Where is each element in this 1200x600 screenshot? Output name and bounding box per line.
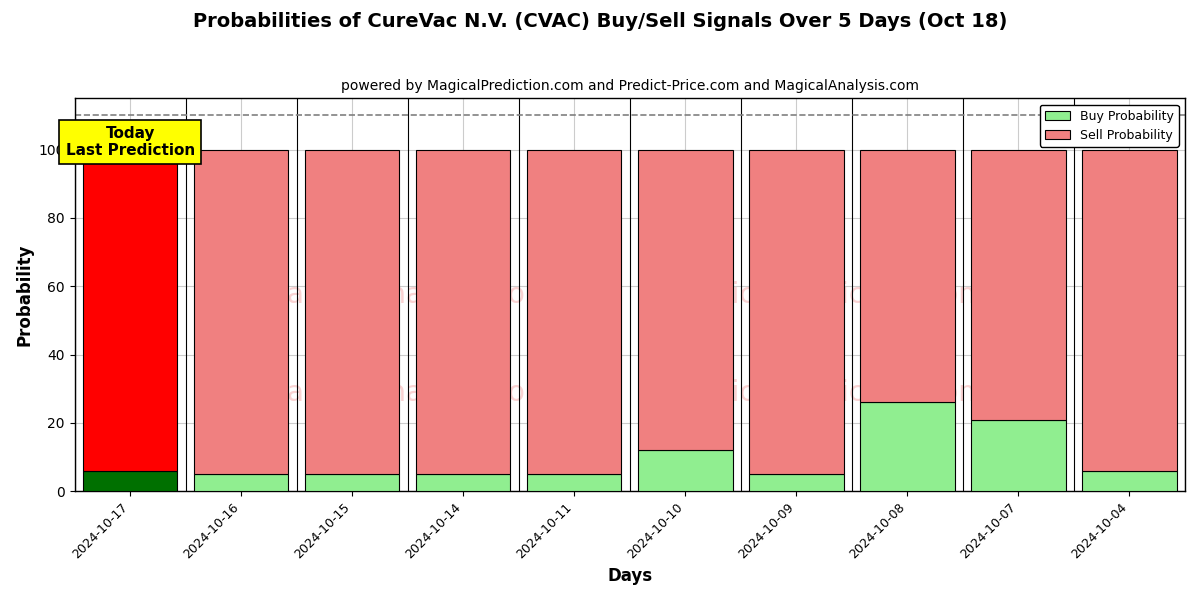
Bar	[1082, 149, 1177, 471]
Bar	[83, 149, 178, 471]
Bar	[416, 149, 510, 474]
Bar	[527, 474, 622, 491]
Bar	[194, 474, 288, 491]
Bar	[194, 149, 288, 474]
Bar	[638, 450, 732, 491]
Text: MagicalPrediction.com: MagicalPrediction.com	[673, 379, 986, 407]
Text: MagicalAnalysis.com: MagicalAnalysis.com	[263, 281, 552, 309]
Bar	[527, 149, 622, 474]
Text: MagicalPrediction.com: MagicalPrediction.com	[673, 281, 986, 309]
Bar	[638, 149, 732, 450]
Bar	[305, 474, 400, 491]
Text: MagicalAnalysis.com: MagicalAnalysis.com	[263, 379, 552, 407]
X-axis label: Days: Days	[607, 567, 653, 585]
Text: Probabilities of CureVac N.V. (CVAC) Buy/Sell Signals Over 5 Days (Oct 18): Probabilities of CureVac N.V. (CVAC) Buy…	[193, 12, 1007, 31]
Bar	[749, 474, 844, 491]
Bar	[416, 474, 510, 491]
Bar	[971, 419, 1066, 491]
Title: powered by MagicalPrediction.com and Predict-Price.com and MagicalAnalysis.com: powered by MagicalPrediction.com and Pre…	[341, 79, 919, 93]
Bar	[860, 403, 955, 491]
Text: Today
Last Prediction: Today Last Prediction	[66, 125, 194, 158]
Legend: Buy Probability, Sell Probability: Buy Probability, Sell Probability	[1040, 104, 1178, 147]
Bar	[860, 149, 955, 403]
Y-axis label: Probability: Probability	[16, 244, 34, 346]
Bar	[1082, 471, 1177, 491]
Bar	[305, 149, 400, 474]
Bar	[83, 471, 178, 491]
Bar	[971, 149, 1066, 419]
Bar	[749, 149, 844, 474]
